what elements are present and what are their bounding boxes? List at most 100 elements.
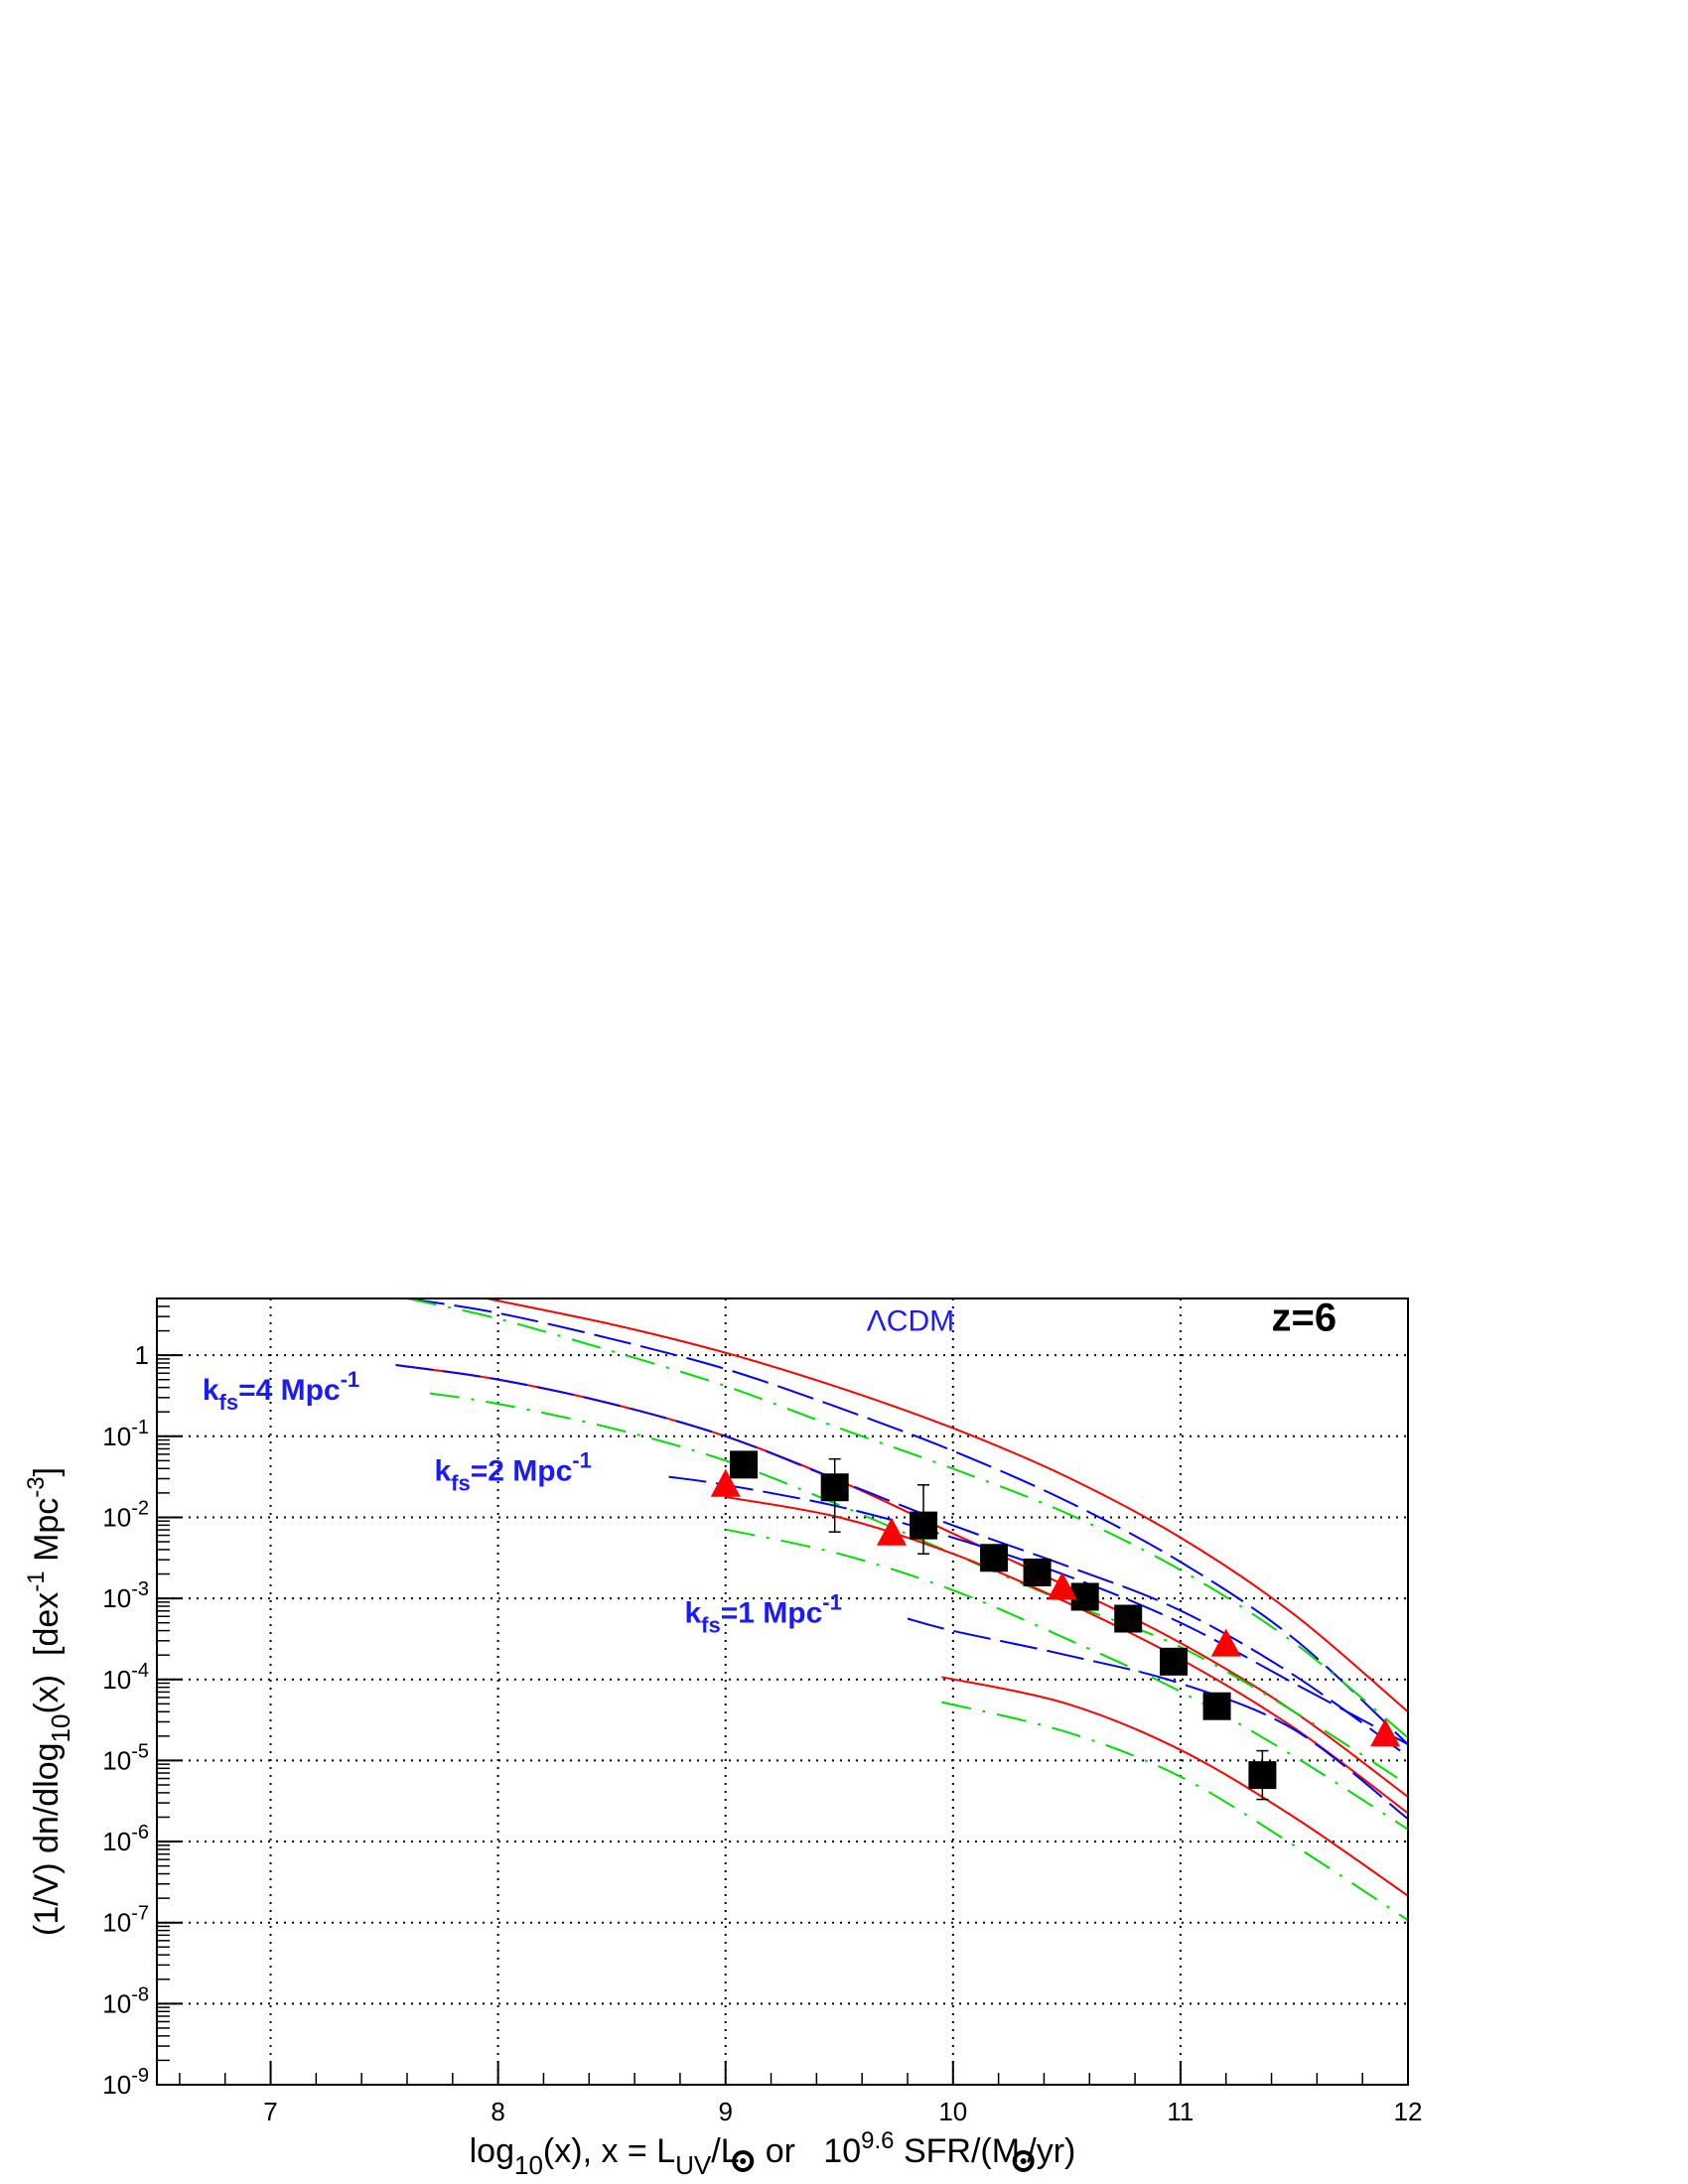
annotation-kfs1: kfs=1 Mpc-1 <box>684 1590 841 1638</box>
model-curve-red-solid <box>486 1297 1409 1713</box>
y-tick-exponent: -5 <box>131 1740 149 1762</box>
annotation-text: k <box>434 1455 451 1488</box>
annotation-text: z=6 <box>1272 1297 1337 1340</box>
x-label-part: /yr) <box>1027 2132 1075 2170</box>
y-tick-label: 10-4 <box>102 1660 149 1695</box>
y-tick-label: 10-6 <box>102 1822 149 1856</box>
y-tick-exponent: -9 <box>131 2065 149 2087</box>
y-tick-base: 10 <box>102 1665 131 1695</box>
data-square <box>730 1450 759 1479</box>
data-square <box>980 1544 1009 1572</box>
annotation-text: fs <box>701 1613 721 1638</box>
y-tick-base: 1 <box>135 1340 149 1370</box>
sun-symbol <box>1012 2150 1035 2172</box>
x-minor-ticks <box>179 2073 1363 2085</box>
data-square <box>1070 1582 1099 1611</box>
annotation-text: -1 <box>822 1590 842 1615</box>
y-tick-exponent: -8 <box>131 1983 149 2005</box>
x-tick-label: 9 <box>718 2097 732 2126</box>
y-axis-label: (1/V) dn/dlog10(x) [dex-1 Mpc-3] <box>23 1467 75 1936</box>
y-axis-ticks: 110-110-210-310-410-510-610-710-810-9 <box>102 1340 183 2100</box>
y-label-sup: -1 <box>23 1570 50 1591</box>
data-triangles <box>710 1468 1401 1747</box>
annotation-text: fs <box>219 1390 239 1415</box>
sun-symbol-dot <box>740 2158 747 2164</box>
annotation-text: k <box>203 1374 219 1407</box>
y-tick-label: 1 <box>135 1340 149 1370</box>
x-label-sub: UV <box>675 2150 712 2180</box>
y-tick-exponent: -3 <box>131 1578 149 1600</box>
data-triangle <box>1370 1718 1401 1747</box>
model-curve-green-dashdot <box>429 1392 1409 1786</box>
annotation-lcdm: ΛCDM <box>867 1305 954 1338</box>
annotation-z6: z=6 <box>1272 1297 1337 1340</box>
x-tick-label: 10 <box>938 2097 967 2126</box>
y-tick-exponent: -7 <box>131 1903 149 1925</box>
annotation-kfs4: kfs=4 Mpc-1 <box>203 1367 359 1415</box>
data-square <box>1114 1604 1143 1633</box>
y-tick-label: 10-3 <box>102 1578 149 1613</box>
data-square <box>910 1511 938 1540</box>
y-tick-label: 10-5 <box>102 1740 149 1775</box>
annotation-text: =4 Mpc <box>238 1374 341 1407</box>
x-label-part: (x), x = L <box>543 2132 675 2170</box>
data-triangle <box>1047 1571 1077 1600</box>
y-tick-label: 10-2 <box>102 1497 149 1532</box>
y-label-sup: -3 <box>23 1476 50 1497</box>
data-triangle <box>876 1517 907 1546</box>
data-triangle <box>710 1468 741 1497</box>
y-label-sub: 10 <box>46 1714 75 1743</box>
sun-symbol-dot <box>1020 2158 1027 2164</box>
plot-frame <box>156 1297 1409 2086</box>
x-axis-label: log10(x), x = LUV/L or 109.6 SFR/(M /yr) <box>470 2127 1076 2180</box>
y-minor-ticks <box>157 1297 170 2062</box>
model-curve-green-dashdot <box>941 1701 1409 1922</box>
y-label-part: (1/V) dn/dlog <box>28 1742 66 1936</box>
y-tick-exponent: -1 <box>131 1417 149 1438</box>
y-tick-base: 10 <box>102 1583 131 1613</box>
annotation-text: fs <box>451 1471 471 1496</box>
y-tick-base: 10 <box>102 1827 131 1856</box>
x-tick-label: 8 <box>491 2097 504 2126</box>
y-label-part: Mpc <box>28 1498 66 1571</box>
data-square <box>1248 1761 1277 1790</box>
model-curve-blue-longdash <box>907 1617 1409 1820</box>
y-tick-exponent: -2 <box>131 1497 149 1519</box>
y-tick-base: 10 <box>102 1745 131 1775</box>
annotation-text: -1 <box>341 1367 360 1392</box>
model-curve-blue-longdash <box>395 1364 1409 1758</box>
y-tick-base: 10 <box>102 1988 131 2018</box>
y-tick-base: 10 <box>102 1422 131 1451</box>
data-triangle <box>1210 1628 1241 1657</box>
x-label-part: SFR/(M <box>895 2132 1021 2170</box>
data-square <box>1202 1692 1231 1720</box>
annotation-text: -1 <box>572 1448 592 1473</box>
data-square <box>820 1473 849 1502</box>
model-curve-red-solid <box>725 1496 1409 1815</box>
y-tick-label: 10-8 <box>102 1983 149 2018</box>
y-tick-label: 10-9 <box>102 2065 149 2100</box>
annotation-kfs2: kfs=2 Mpc-1 <box>434 1448 591 1496</box>
model-curve-red-solid <box>941 1676 1409 1897</box>
x-tick-label: 11 <box>1167 2097 1194 2126</box>
data-square <box>1160 1647 1189 1676</box>
y-tick-base: 10 <box>102 2070 131 2100</box>
data-squares <box>730 1450 1277 1790</box>
model-curve-green-dashdot <box>725 1528 1409 1831</box>
model-curve-green-dashdot <box>406 1297 1409 1739</box>
y-tick-base: 10 <box>102 1502 131 1532</box>
x-label-part: log <box>470 2132 514 2170</box>
y-tick-base: 10 <box>102 1908 131 1938</box>
x-tick-label: 7 <box>263 2097 277 2126</box>
x-label-part: or 10 <box>747 2132 861 2170</box>
y-tick-label: 10-1 <box>102 1417 149 1451</box>
x-axis-ticks: 7 8 9 10 11 12 <box>263 2061 1422 2126</box>
x-label-sup: 9.6 <box>861 2127 894 2154</box>
annotation-text: ΛCDM <box>867 1305 954 1338</box>
annotation-text: =2 Mpc <box>471 1455 573 1488</box>
y-tick-label: 10-7 <box>102 1903 149 1938</box>
y-tick-exponent: -4 <box>131 1660 149 1682</box>
